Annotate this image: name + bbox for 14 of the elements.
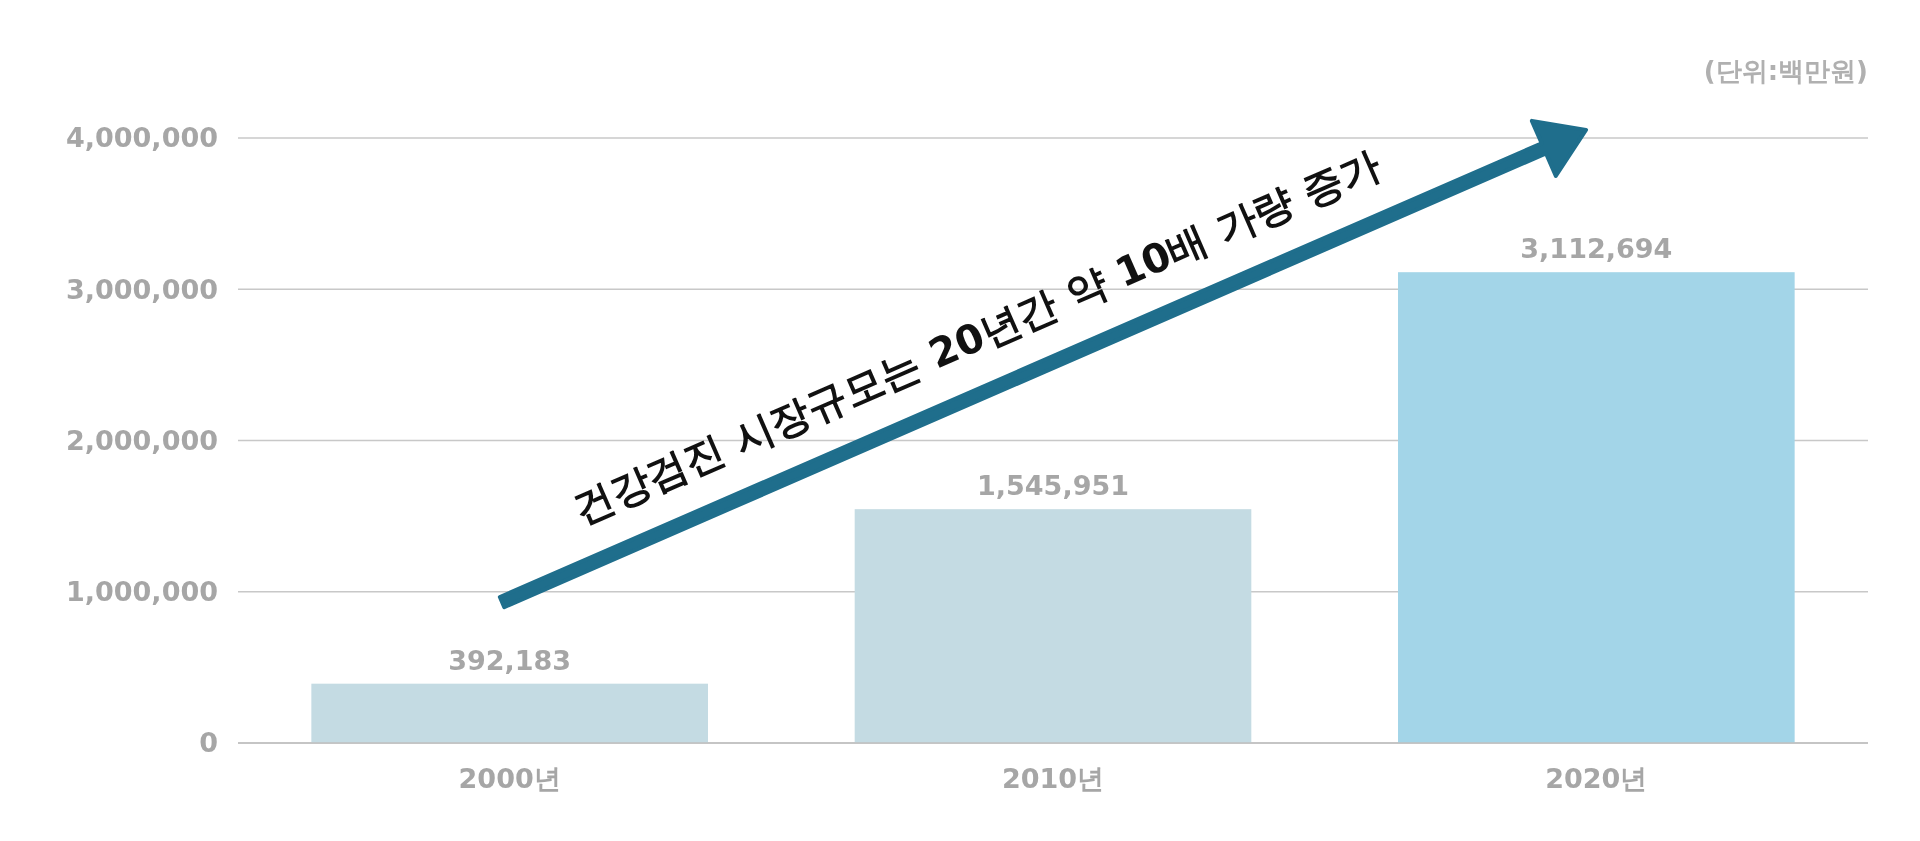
y-tick-label: 4,000,000: [65, 122, 218, 154]
y-tick-label: 2,000,000: [65, 424, 218, 456]
bar: [854, 509, 1252, 743]
y-tick-label: 1,000,000: [65, 576, 218, 608]
data-label: 3,112,694: [1520, 233, 1673, 265]
y-tick-label: 0: [199, 727, 218, 759]
x-tick-label: 2010년: [1001, 763, 1105, 794]
data-label: 1,545,951: [976, 470, 1130, 502]
data-label: 392,183: [448, 644, 572, 676]
y-tick-label: 3,000,000: [65, 273, 218, 305]
x-tick-label: 2000년: [458, 763, 561, 794]
x-tick-label: 2020년: [1545, 763, 1648, 794]
bar: [311, 683, 708, 743]
text: (단위:백만원): [1703, 56, 1868, 86]
